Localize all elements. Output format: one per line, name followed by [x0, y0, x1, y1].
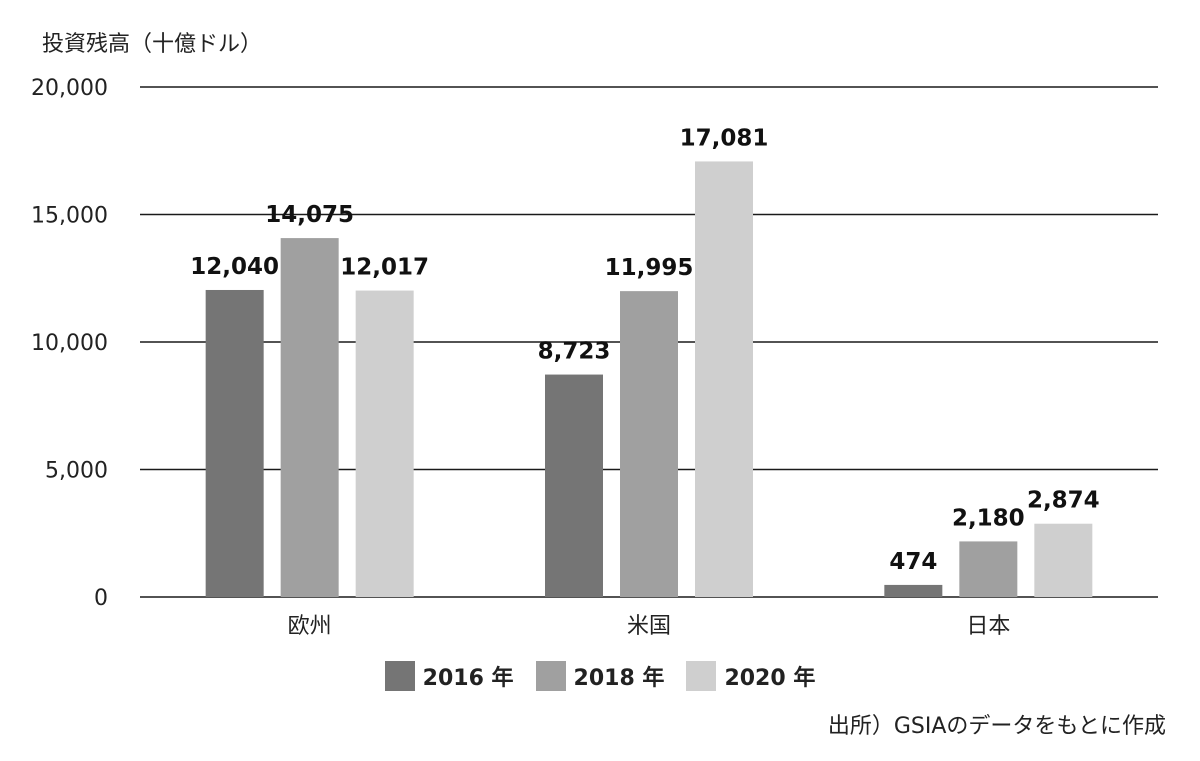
y-tick-label: 15,000: [31, 204, 108, 229]
bar: [959, 541, 1018, 597]
data-label: 12,040: [190, 254, 279, 280]
legend-label-2020: 2020 年: [724, 666, 816, 691]
legend-swatch-2020: [686, 661, 717, 691]
y-tick-label: 20,000: [31, 76, 108, 101]
data-label: 8,723: [538, 339, 611, 365]
legend-item-2016: 2016 年: [384, 660, 514, 692]
bar: [620, 291, 678, 597]
legend: 2016 年 2018 年 2020 年: [0, 660, 1200, 692]
bar: [545, 374, 603, 597]
x-tick-label: 日本: [966, 614, 1010, 639]
legend-label-2018: 2018 年: [573, 666, 665, 691]
bar: [205, 289, 264, 597]
legend-label-2016: 2016 年: [422, 666, 514, 691]
source-note: 出所）GSIAのデータをもとに作成: [827, 714, 1166, 739]
data-label: 2,180: [952, 505, 1025, 531]
data-label: 474: [889, 549, 937, 575]
y-tick-label: 10,000: [31, 331, 108, 356]
y-axis-title: 投資残高（十億ドル）: [42, 32, 263, 57]
bar: [280, 238, 339, 597]
bar: [1034, 523, 1093, 597]
data-label: 14,075: [265, 202, 354, 228]
bar: [884, 584, 943, 597]
legend-item-2018: 2018 年: [535, 660, 665, 692]
data-label: 11,995: [605, 255, 694, 281]
y-tick-label: 0: [94, 586, 108, 611]
data-label: 2,874: [1027, 488, 1100, 514]
legend-item-2020: 2020 年: [686, 660, 815, 692]
x-tick-label: 米国: [627, 614, 671, 639]
data-label: 17,081: [680, 125, 769, 151]
bar: [695, 161, 753, 597]
legend-swatch-2016: [384, 661, 415, 691]
x-tick-label: 欧州: [288, 614, 332, 639]
data-label: 12,017: [340, 255, 429, 281]
legend-swatch-2018: [535, 661, 566, 691]
bar: [355, 290, 414, 597]
y-tick-label: 5,000: [45, 459, 108, 484]
